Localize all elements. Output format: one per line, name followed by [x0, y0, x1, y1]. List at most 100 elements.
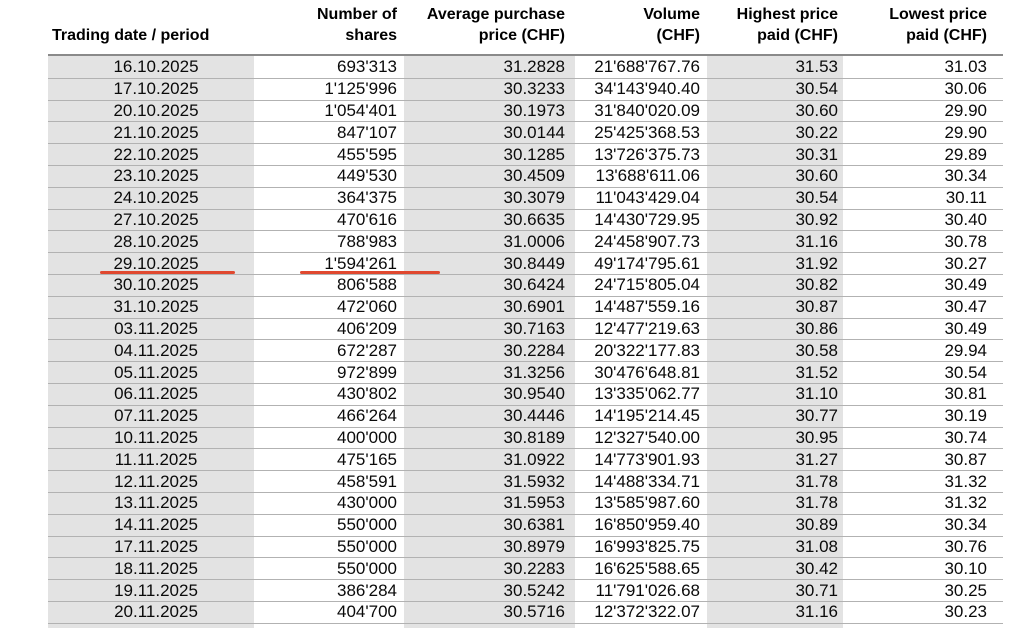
cell-avg-price: 31.0922	[404, 448, 575, 471]
cell-shares: 847'107	[254, 121, 404, 144]
cell-trading-date: 22.10.2025	[48, 143, 254, 165]
cell-shares: 449'530	[254, 164, 404, 187]
cell-trading-date: 03.11.2025	[48, 317, 254, 340]
cell-avg-price: 30.0144	[404, 121, 575, 144]
cell-shares: 458'591	[254, 470, 404, 492]
cell-highest-price: 30.60	[707, 164, 843, 187]
cell-volume: 14'773'901.93	[575, 448, 707, 471]
table-row: 16.10.2025 693'313 31.2828 21'688'767.76…	[48, 56, 1003, 78]
cell-trading-date: 23.10.2025	[48, 164, 254, 187]
cell-volume: 11'791'026.68	[575, 579, 707, 601]
cell-lowest-price: 31.03	[843, 56, 1003, 78]
cell-avg-price: 30.9540	[404, 382, 575, 405]
cell-trading-date: 20.10.2025	[48, 99, 254, 122]
cell-highest-price: 30.42	[707, 557, 843, 580]
cell-trading-date: 04.11.2025	[48, 339, 254, 362]
cell-trading-date: 17.11.2025	[48, 535, 254, 558]
cell-highest-price: 30.54	[707, 186, 843, 209]
cell-shares: 364'375	[254, 186, 404, 209]
cell-volume: 34'143'940.40	[575, 77, 707, 100]
table-row: 20.11.2025 404'700 30.5716 12'372'322.07…	[48, 600, 1003, 623]
column-header-volume: Volume (CHF)	[575, 0, 707, 56]
cell-lowest-price: 31.32	[843, 470, 1003, 492]
cell-shares: 1'594'261	[254, 252, 404, 274]
cell-volume: 12'477'219.63	[575, 317, 707, 340]
cell-shares: 466'264	[254, 404, 404, 427]
cell-trading-date: 14.11.2025	[48, 513, 254, 536]
table-row: 27.10.2025 470'616 30.6635 14'430'729.95…	[48, 208, 1003, 231]
cell-highest-price: 30.58	[707, 339, 843, 362]
cell-shares: 550'000	[254, 513, 404, 536]
cell-trading-date: 13.11.2025	[48, 491, 254, 514]
cell-highest-price: 31.78	[707, 470, 843, 492]
cell-shares: 400'000	[254, 426, 404, 449]
cell-highest-price: 31.78	[707, 491, 843, 514]
cell-lowest-price: 30.10	[843, 557, 1003, 580]
column-header-highest-price: Highest price paid (CHF)	[707, 0, 843, 56]
cell-lowest-price: 30.11	[843, 186, 1003, 209]
column-header-lowest-price: Lowest price paid (CHF)	[843, 0, 1003, 56]
cell-highest-price: 30.22	[707, 121, 843, 144]
cell-avg-price: 30.4446	[404, 404, 575, 427]
cell-trading-date: 16.10.2025	[48, 56, 254, 78]
cell-trading-date: 18.11.2025	[48, 557, 254, 580]
cell-trading-date: 20.11.2025	[48, 600, 254, 623]
cell-trading-date: 11.11.2025	[48, 448, 254, 471]
cell-highest-price: 30.60	[707, 99, 843, 122]
cell-volume: 14'430'729.95	[575, 208, 707, 231]
cell-shares: 430'802	[254, 382, 404, 405]
cell-highest-price: 30.77	[707, 404, 843, 427]
cell-avg-price: 30.7163	[404, 317, 575, 340]
cell-highest-price: 30.95	[707, 426, 843, 449]
cell-volume: 30'476'648.81	[575, 361, 707, 383]
cell-highest-price: 31.10	[707, 382, 843, 405]
cell-volume: 24'715'805.04	[575, 273, 707, 296]
cell-lowest-price: 30.40	[843, 208, 1003, 231]
table-row: 30.10.2025 806'588 30.6424 24'715'805.04…	[48, 273, 1003, 296]
table-row: 21.10.2025 847'107 30.0144 25'425'368.53…	[48, 121, 1003, 144]
cell-lowest-price: 30.47	[843, 295, 1003, 318]
cell-shares: 472'060	[254, 295, 404, 318]
table-row: 22.10.2025 455'595 30.1285 13'726'375.73…	[48, 143, 1003, 165]
cell-lowest-price: 30.87	[843, 448, 1003, 471]
cell-lowest-price: 30.34	[843, 164, 1003, 187]
cell-avg-price: 31.3256	[404, 361, 575, 383]
cell-highest-price: 31.16	[707, 230, 843, 253]
cell-volume: 13'585'987.60	[575, 491, 707, 514]
cell-avg-price: 31.2828	[404, 56, 575, 78]
cell-avg-price: 30.4509	[404, 164, 575, 187]
cell-lowest-price: 31.32	[843, 491, 1003, 514]
cell-lowest-price: 30.76	[843, 535, 1003, 558]
cell-volume: 13'335'062.77	[575, 382, 707, 405]
cell-trading-date: 06.11.2025	[48, 382, 254, 405]
cell-highest-price: 31.53	[707, 56, 843, 78]
cell-volume: 31'840'020.09	[575, 99, 707, 122]
table-row: 03.11.2025 406'209 30.7163 12'477'219.63…	[48, 317, 1003, 340]
table-row: 07.11.2025 466'264 30.4446 14'195'214.45…	[48, 404, 1003, 427]
cell-trading-date: 05.11.2025	[48, 361, 254, 383]
table-row: 31.10.2025 472'060 30.6901 14'487'559.16…	[48, 295, 1003, 318]
cell-shares: 430'000	[254, 491, 404, 514]
cell-highest-price: 30.71	[707, 579, 843, 601]
cell-shares: 672'287	[254, 339, 404, 362]
cell-highest-price	[707, 622, 843, 628]
cell-avg-price: 30.6381	[404, 513, 575, 536]
table-row: 23.10.2025 449'530 30.4509 13'688'611.06…	[48, 164, 1003, 187]
table-row: 13.11.2025 430'000 31.5953 13'585'987.60…	[48, 491, 1003, 514]
table-row: 04.11.2025 672'287 30.2284 20'322'177.83…	[48, 339, 1003, 362]
cell-lowest-price: 30.06	[843, 77, 1003, 100]
cell-shares: 693'313	[254, 56, 404, 78]
cell-highest-price: 31.52	[707, 361, 843, 383]
table-row: 12.11.2025 458'591 31.5932 14'488'334.71…	[48, 470, 1003, 492]
table-row: 10.11.2025 400'000 30.8189 12'327'540.00…	[48, 426, 1003, 449]
cell-lowest-price: 29.90	[843, 121, 1003, 144]
cell-trading-date: 29.10.2025	[48, 252, 254, 274]
cell-lowest-price: 30.49	[843, 273, 1003, 296]
cell-highest-price: 30.54	[707, 77, 843, 100]
cell-shares: 1'125'996	[254, 77, 404, 100]
cell-lowest-price: 30.49	[843, 317, 1003, 340]
table-row: 29.10.2025 1'594'261 30.8449 49'174'795.…	[48, 252, 1003, 274]
cell-avg-price: 30.5716	[404, 600, 575, 623]
cell-volume: 16'625'588.65	[575, 557, 707, 580]
column-header-shares: Number of shares	[254, 0, 404, 56]
